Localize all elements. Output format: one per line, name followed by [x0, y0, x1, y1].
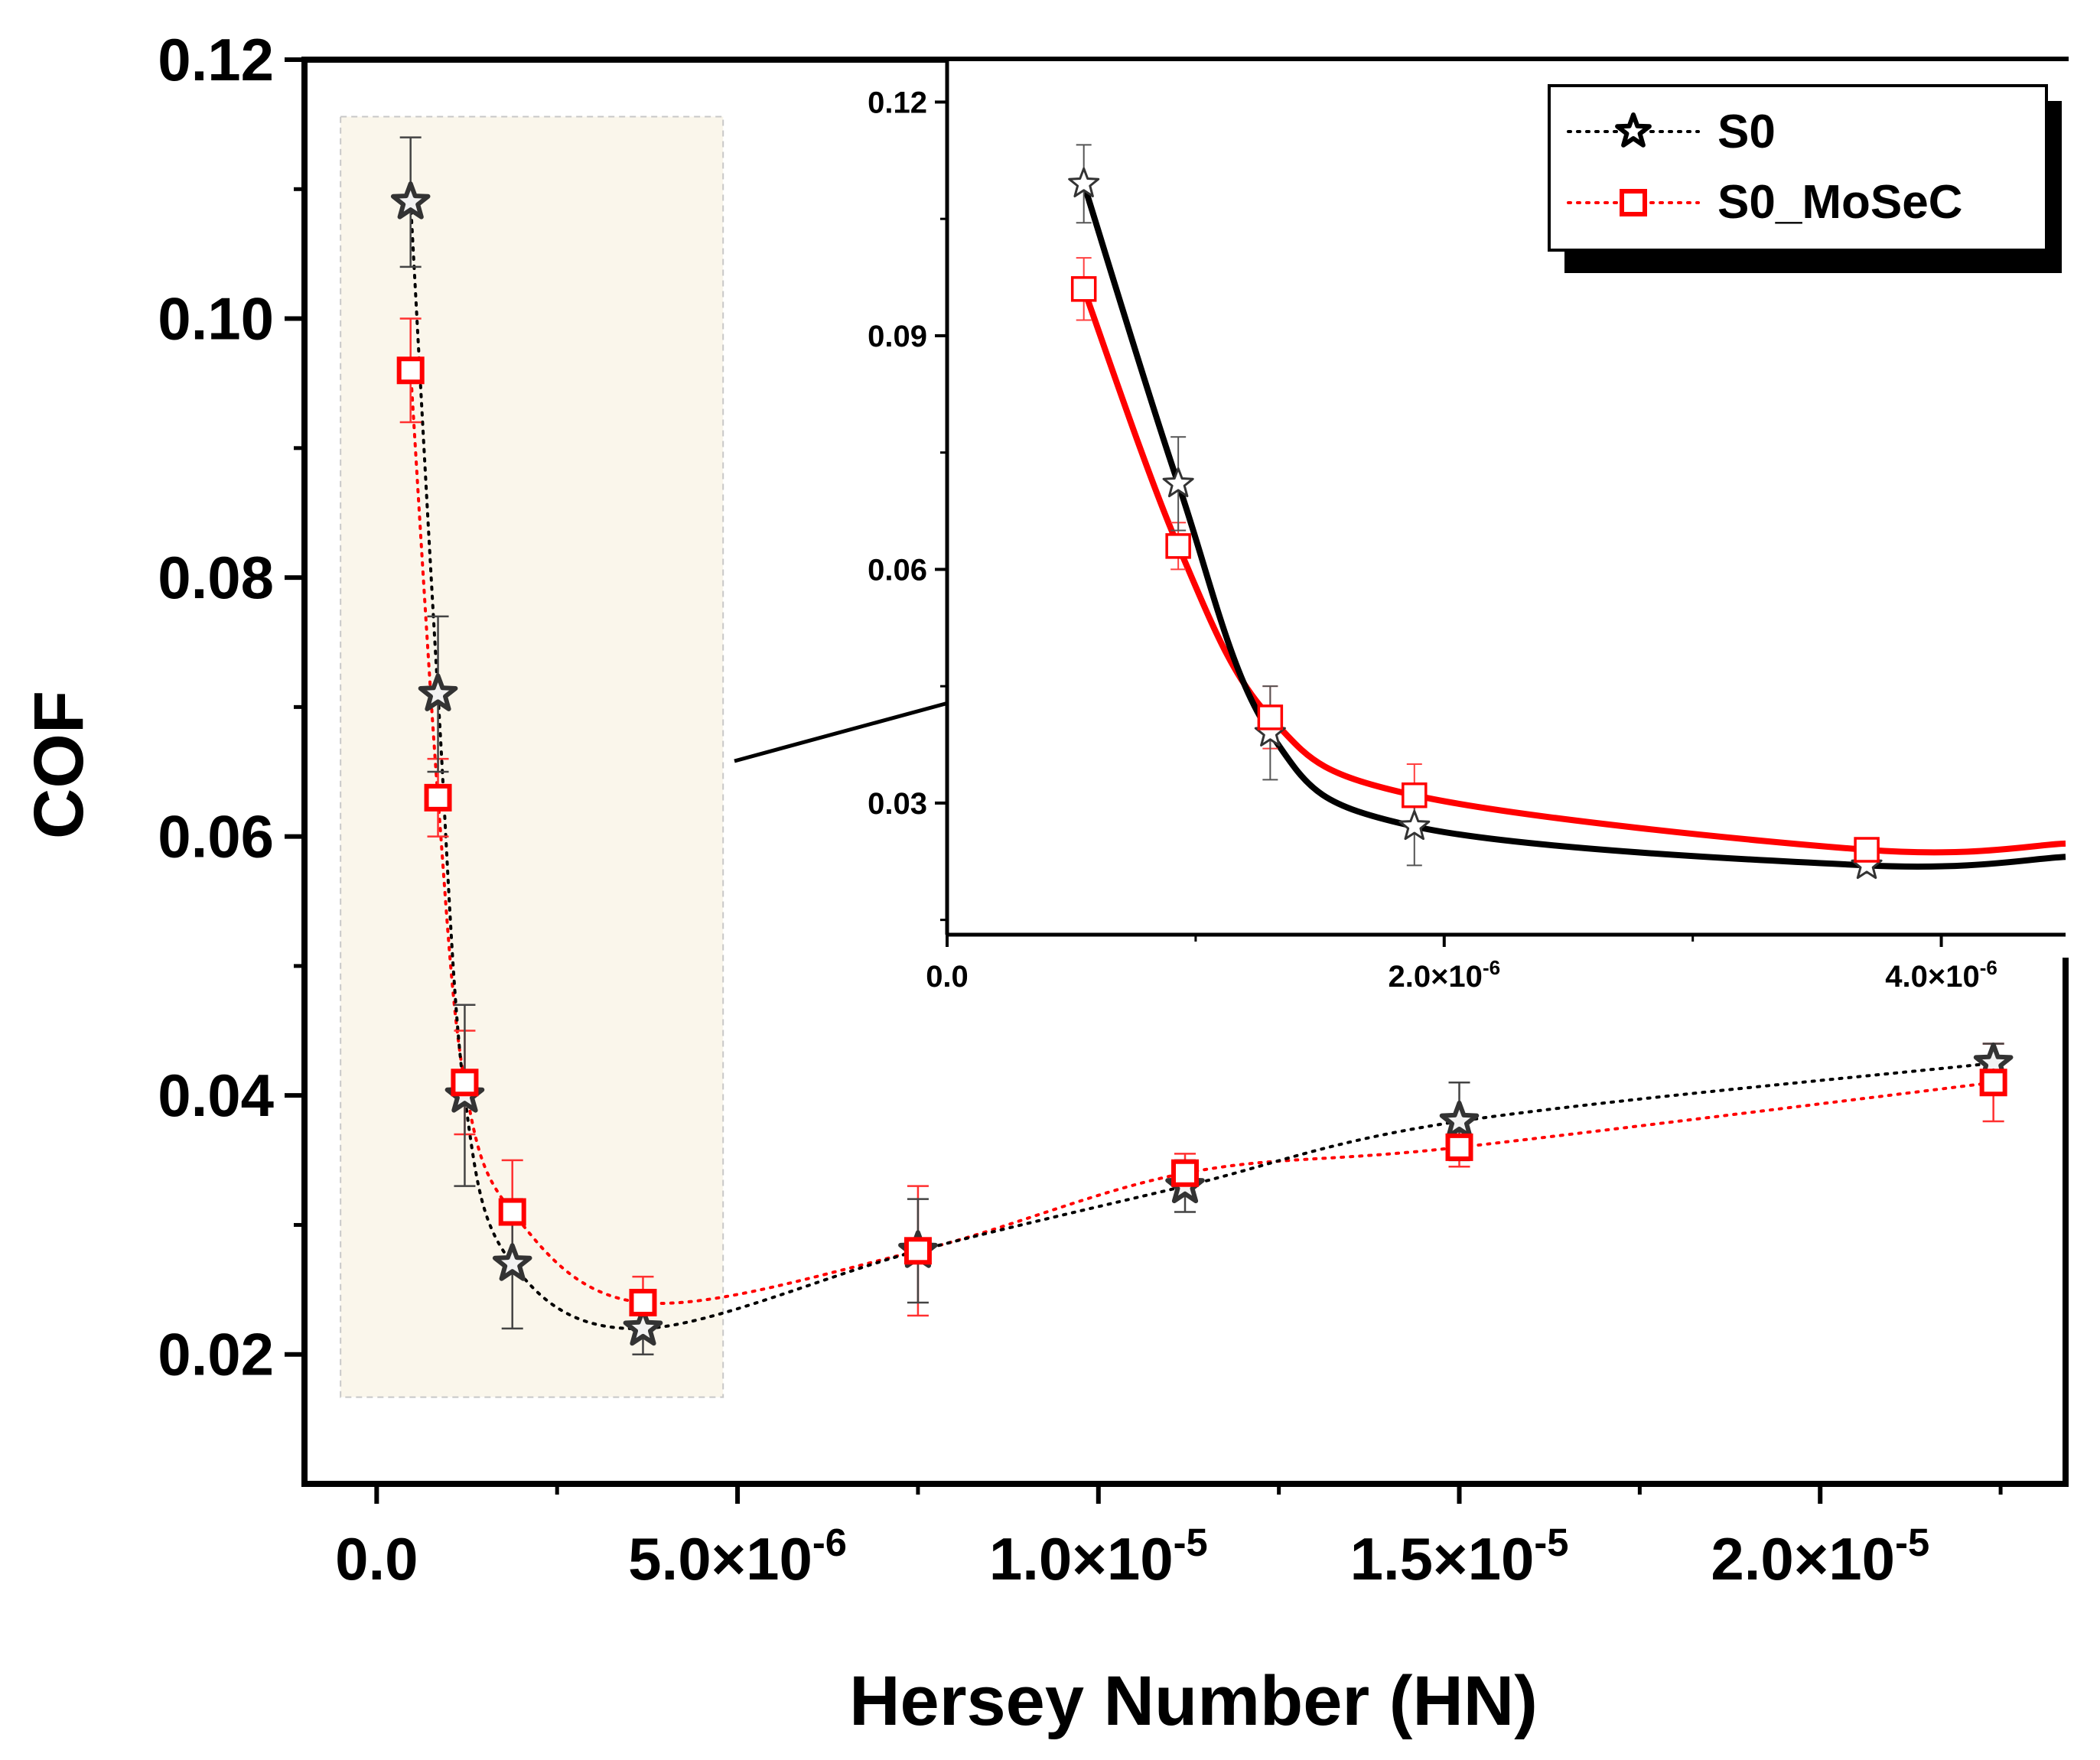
y-tick-label: 0.08: [158, 544, 274, 611]
y-tick-label: 0.10: [158, 285, 274, 353]
inset-data-point-s0-mosec: [1854, 837, 1880, 863]
inset-x-tick-label: 4.0×10-6: [1885, 956, 1997, 994]
x-tick-label: 1.0×10-5: [989, 1521, 1208, 1592]
data-point-s0: [390, 181, 431, 220]
y-tick-label: 0.04: [158, 1062, 274, 1129]
data-point-s0: [1439, 1101, 1480, 1139]
data-point-s0-mosec: [1979, 1069, 2007, 1097]
data-point-s0: [492, 1243, 532, 1281]
legend-marker-s0: [1615, 112, 1652, 148]
legend: S0 S0_MoSeC: [1548, 84, 2062, 273]
inset-y-tick-label: 0.03: [868, 787, 927, 821]
x-tick-label: 0.0: [335, 1525, 418, 1592]
legend-label-s0-mosec: S0_MoSeC: [1717, 176, 1962, 229]
inset-y-tick-label: 0.12: [868, 86, 927, 119]
inset-data-point-s0: [1068, 167, 1100, 197]
data-point-s0-mosec: [498, 1198, 526, 1226]
y-tick-label: 0.06: [158, 803, 274, 870]
data-point-s0: [623, 1307, 663, 1346]
inset-data-point-s0-mosec: [1402, 782, 1428, 808]
y-axis-title: COF: [20, 691, 98, 839]
highlight-region: [340, 115, 724, 1398]
data-point-s0-mosec: [424, 783, 452, 812]
inset-data-point-s0-mosec: [1257, 704, 1284, 730]
legend-label-s0: S0: [1717, 106, 1776, 158]
inset-data-point-s0-mosec: [1165, 533, 1191, 559]
legend-marker-s0-mosec: [1620, 189, 1647, 216]
inset-x-tick-label: 2.0×10-6: [1388, 956, 1500, 994]
inset-data-point-s0: [1162, 467, 1194, 498]
data-point-s0-mosec: [903, 1237, 932, 1265]
inset-x-tick-label: 0.0: [926, 960, 969, 994]
main-plot: 0.02 0.04 0.06 0.08 0.10 0.12 0.0 5.0×10-6 1.0×1…: [158, 26, 2069, 1592]
y-tick-label: 0.02: [158, 1321, 274, 1388]
data-point-s0-mosec: [629, 1289, 657, 1317]
x-tick-label: 5.0×10-6: [628, 1521, 847, 1592]
y-tick-label: 0.12: [158, 26, 274, 93]
x-tick-label: 1.5×10-5: [1350, 1521, 1569, 1592]
data-point-s0-mosec: [1171, 1159, 1199, 1187]
data-point-s0: [418, 673, 458, 711]
data-point-s0-mosec: [451, 1069, 479, 1097]
inset-data-point-s0-mosec: [1070, 276, 1097, 302]
x-axis-title: Hersey Number (HN): [849, 1662, 1538, 1740]
data-point-s0-mosec: [1445, 1133, 1473, 1161]
x-tick-label: 2.0×10-5: [1711, 1521, 1929, 1592]
data-point-s0-mosec: [396, 356, 425, 385]
inset-y-tick-label: 0.09: [868, 320, 927, 353]
inset-y-tick-label: 0.06: [868, 553, 927, 587]
inset-data-point-s0: [1398, 810, 1431, 841]
series-line-s0: [409, 200, 1995, 1330]
